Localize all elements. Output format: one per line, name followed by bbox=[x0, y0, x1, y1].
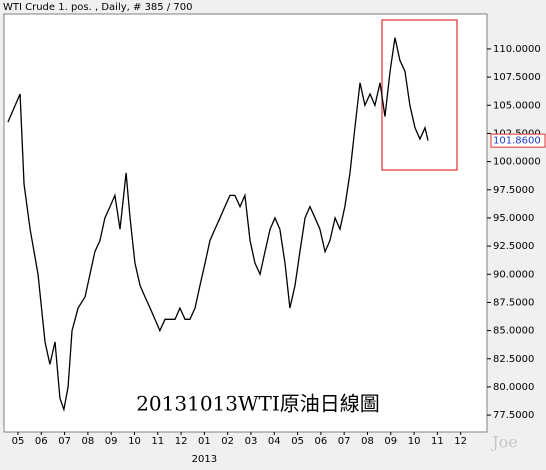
x-tick-label: 03 bbox=[245, 436, 258, 447]
price-line bbox=[7, 37, 429, 412]
year-label: 2013 bbox=[192, 454, 217, 465]
x-tick-label: 10 bbox=[408, 436, 421, 447]
x-tick-label: 07 bbox=[338, 436, 351, 447]
y-tick-label: 97.5000 bbox=[493, 185, 534, 196]
x-tick-label: 04 bbox=[268, 436, 281, 447]
x-tick-label: 10 bbox=[128, 436, 141, 447]
x-tick-label: 01 bbox=[198, 436, 211, 447]
x-tick-label: 06 bbox=[35, 436, 48, 447]
last-price-label: 101.8600 bbox=[493, 136, 541, 147]
x-tick-label: 12 bbox=[175, 436, 188, 447]
x-tick-label: 05 bbox=[12, 436, 25, 447]
y-tick-label: 85.0000 bbox=[493, 326, 534, 337]
y-tick-label: 105.0000 bbox=[493, 100, 541, 111]
y-tick-label: 95.0000 bbox=[493, 213, 534, 224]
last-price-box bbox=[490, 133, 546, 148]
y-tick-label: 77.5000 bbox=[493, 410, 534, 421]
chart-title: WTI Crude 1. pos. , Daily, # 385 / 700 bbox=[3, 2, 192, 13]
y-tick-label: 100.0000 bbox=[493, 157, 541, 168]
annotation: 20131013WTI原油日線圖 bbox=[136, 392, 380, 416]
y-tick-label: 107.5000 bbox=[493, 72, 541, 83]
x-tick-label: 09 bbox=[105, 436, 118, 447]
x-tick-label: 08 bbox=[82, 436, 95, 447]
y-tick-label: 90.0000 bbox=[493, 269, 534, 280]
x-tick-label: 11 bbox=[431, 436, 444, 447]
y-tick-label: 110.0000 bbox=[493, 44, 541, 55]
x-tick-label: 07 bbox=[58, 436, 71, 447]
x-tick-label: 08 bbox=[361, 436, 374, 447]
x-tick-label: 02 bbox=[221, 436, 234, 447]
x-tick-label: 06 bbox=[315, 436, 328, 447]
x-tick-label: 05 bbox=[291, 436, 304, 447]
plot-area bbox=[3, 13, 488, 433]
y-tick-label: 87.5000 bbox=[493, 297, 534, 308]
x-tick-label: 12 bbox=[454, 436, 467, 447]
y-tick-label: 92.5000 bbox=[493, 241, 534, 252]
y-tick-label: 82.5000 bbox=[493, 354, 534, 365]
x-tick-label: 11 bbox=[151, 436, 164, 447]
watermark: Joe bbox=[490, 433, 518, 452]
x-tick-label: 09 bbox=[384, 436, 397, 447]
y-tick-label: 80.0000 bbox=[493, 382, 534, 393]
